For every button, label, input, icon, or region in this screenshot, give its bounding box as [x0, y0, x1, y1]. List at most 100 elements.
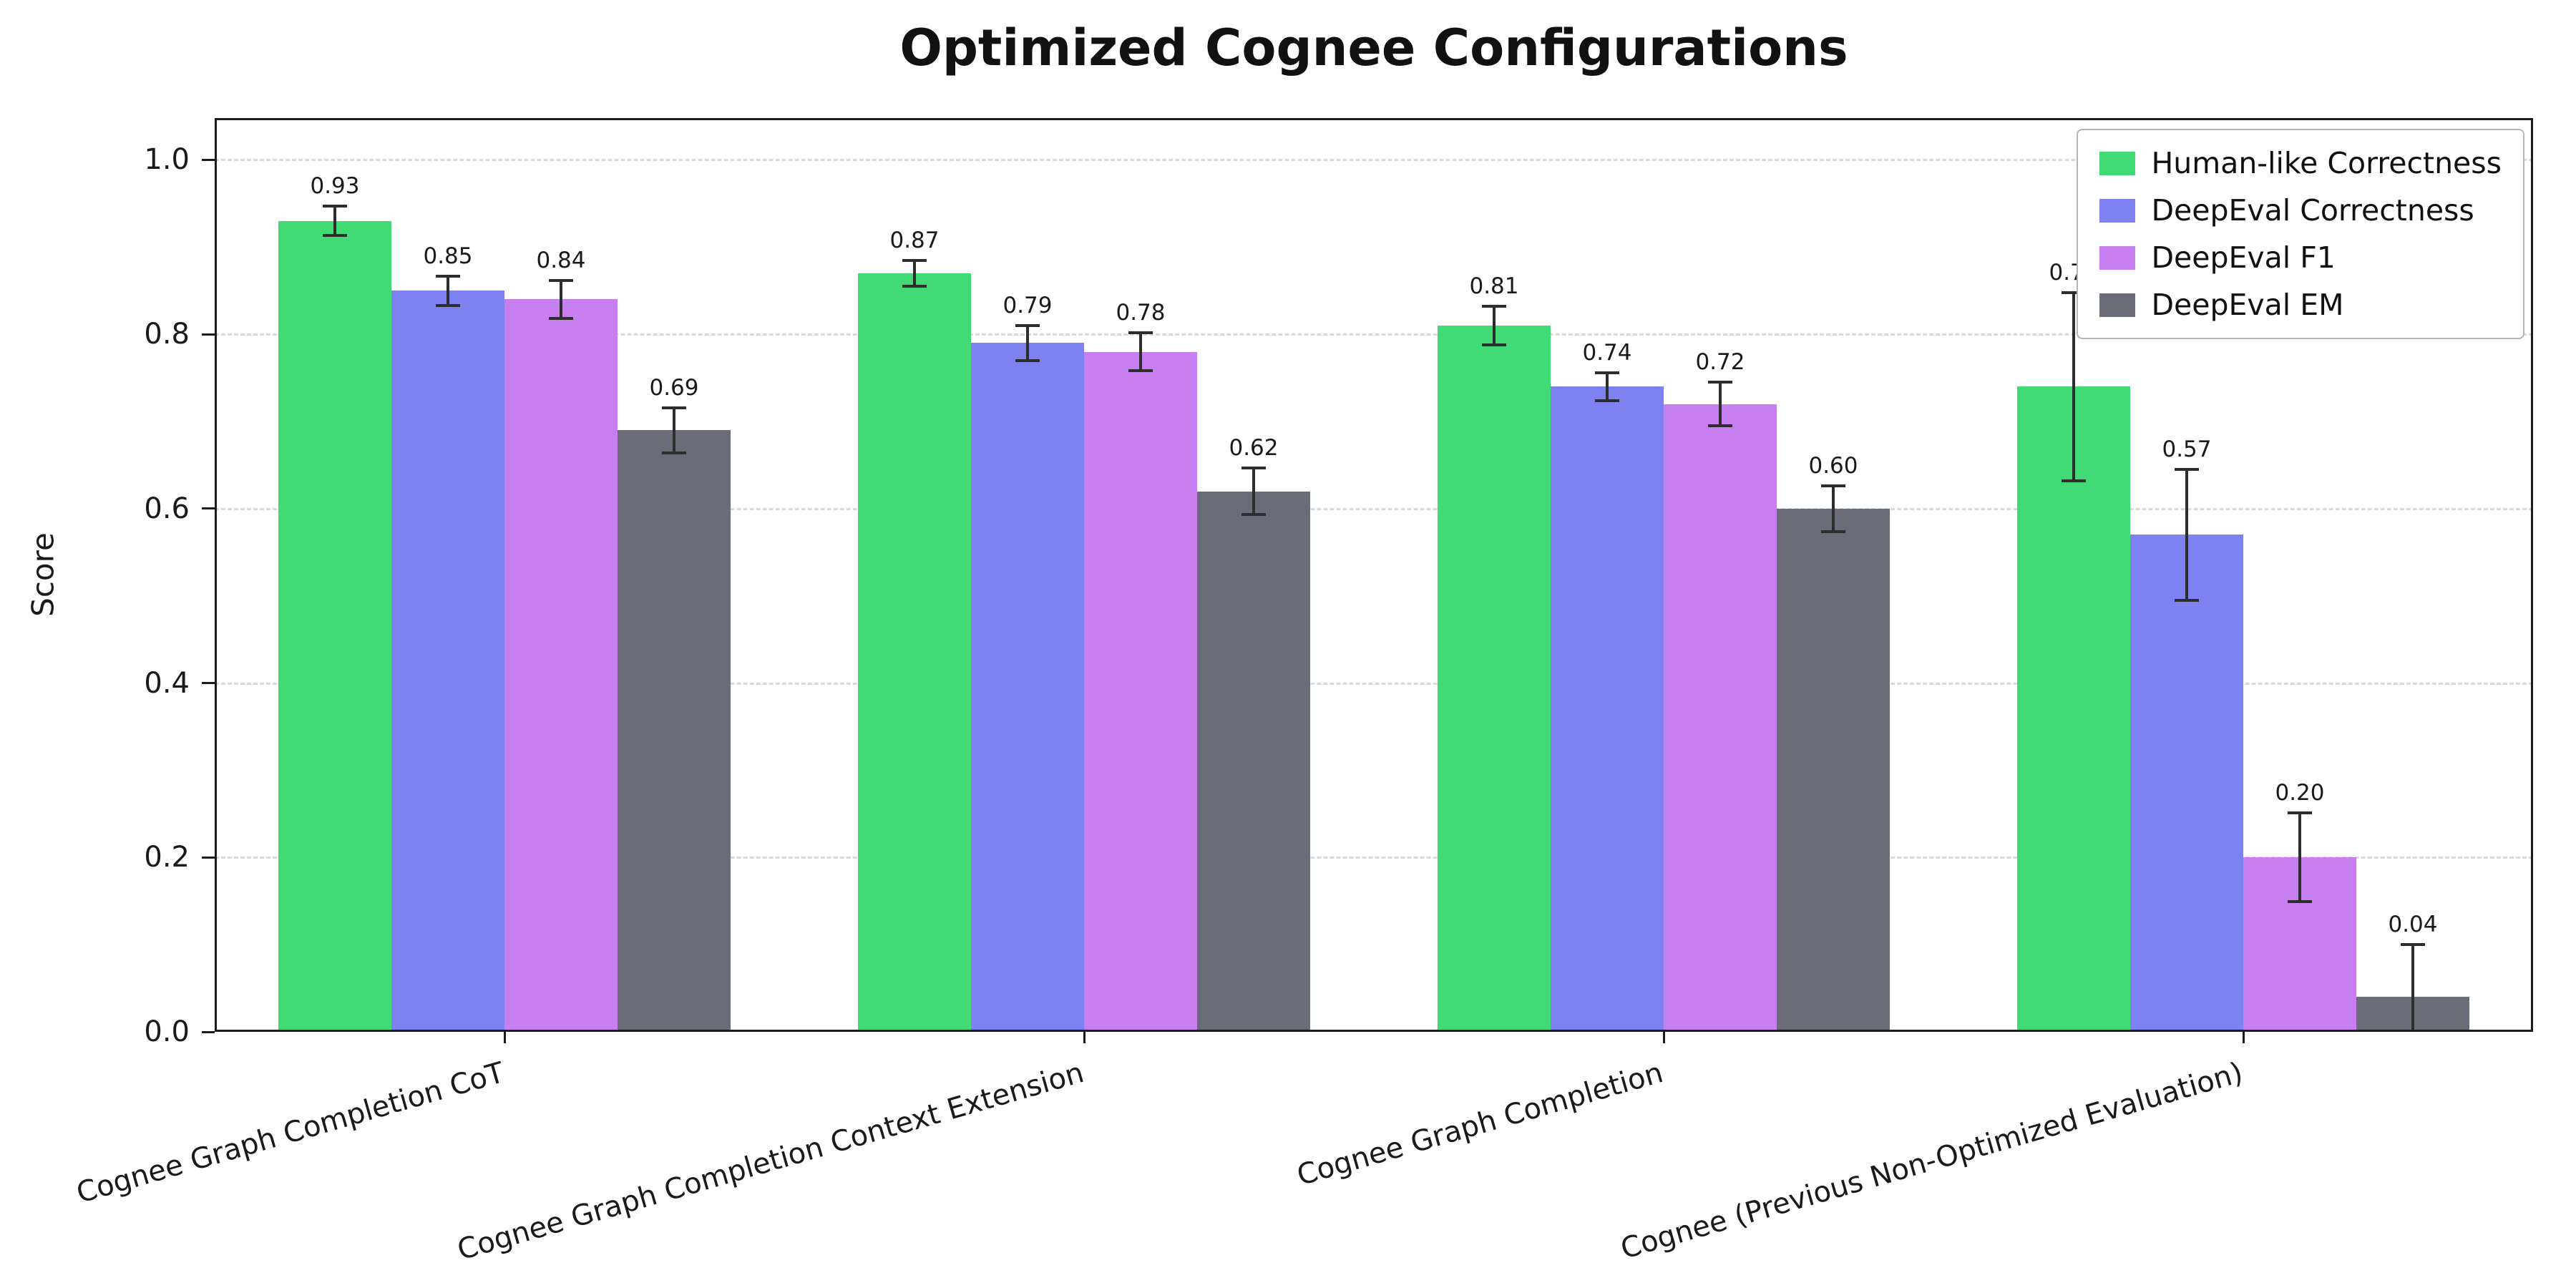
- y-tick-label: 1.0: [144, 143, 190, 177]
- error-bar-cap-bottom: [549, 317, 573, 321]
- y-tick-mark: [202, 333, 215, 336]
- value-label: 0.78: [1116, 299, 1166, 326]
- error-bar-cap-bottom: [323, 234, 347, 238]
- error-bar-cap-top: [1708, 381, 1732, 384]
- error-bar-cap-bottom: [1708, 424, 1732, 428]
- x-tick-label: Cognee (Previous Non-Optimized Evaluatio…: [1617, 1056, 2247, 1266]
- error-bar-cap-top: [1482, 305, 1506, 308]
- error-bar-cap-top: [1821, 484, 1845, 488]
- error-bar-cap-top: [2062, 291, 2086, 294]
- error-bar-cap-top: [1595, 371, 1619, 374]
- error-bar-cap-top: [1128, 331, 1153, 334]
- error-bar-cap-bottom: [2062, 479, 2086, 482]
- error-bar-cap-top: [2401, 943, 2425, 947]
- error-bar-cap-top: [436, 274, 460, 278]
- error-bar-cap-bottom: [2175, 598, 2199, 602]
- legend-label: DeepEval EM: [2151, 288, 2344, 322]
- error-bar-cap-top: [549, 278, 573, 282]
- legend-swatch: [2099, 151, 2136, 175]
- x-tick-mark: [2242, 1032, 2245, 1043]
- error-bar-cap-bottom: [1128, 369, 1153, 373]
- plot-box: [215, 118, 2533, 1032]
- y-tick-mark: [202, 507, 215, 510]
- legend-label: Human-like Correctness: [2151, 146, 2502, 180]
- y-tick-label: 0.6: [144, 492, 190, 525]
- legend-entry: DeepEval Correctness: [2099, 193, 2502, 228]
- x-tick-mark: [1662, 1032, 1665, 1043]
- value-label: 0.60: [1808, 453, 1858, 479]
- x-tick-label: Cognee Graph Completion CoT: [72, 1056, 508, 1210]
- error-bar: [447, 275, 449, 306]
- y-axis-label: Score: [25, 532, 61, 617]
- gridline: [215, 159, 2533, 162]
- error-bar-cap-bottom: [1241, 513, 1266, 517]
- x-tick-label: Cognee Graph Completion: [1293, 1056, 1667, 1193]
- legend-swatch: [2099, 198, 2136, 223]
- value-label: 0.74: [1582, 339, 1632, 366]
- error-bar: [913, 260, 916, 287]
- bar: [618, 430, 731, 1032]
- error-bar-cap-bottom: [436, 303, 460, 307]
- x-tick-mark: [503, 1032, 506, 1043]
- error-bar: [1606, 372, 1609, 401]
- y-tick-mark: [202, 682, 215, 685]
- bar: [278, 220, 391, 1032]
- error-bar-cap-bottom: [662, 451, 686, 454]
- y-tick-label: 0.4: [144, 666, 190, 700]
- gridline: [215, 857, 2533, 859]
- value-label: 0.57: [2162, 436, 2212, 463]
- error-bar-cap-bottom: [902, 285, 927, 288]
- legend-entry: Human-like Correctness: [2099, 146, 2502, 180]
- chart-title: Optimized Cognee Configurations: [899, 19, 1848, 77]
- value-label: 0.81: [1469, 273, 1519, 300]
- bar: [1084, 351, 1197, 1032]
- y-tick-label: 0.8: [144, 318, 190, 351]
- bar: [858, 273, 971, 1032]
- legend-entry: DeepEval EM: [2099, 288, 2502, 322]
- gridline: [215, 682, 2533, 685]
- error-bar: [333, 206, 336, 236]
- error-bar-cap-top: [323, 205, 347, 208]
- bar: [391, 291, 504, 1032]
- error-bar-cap-bottom: [1482, 343, 1506, 346]
- error-bar: [560, 280, 562, 319]
- error-bar-cap-top: [902, 258, 927, 262]
- value-label: 0.87: [889, 227, 940, 253]
- gridline: [215, 507, 2533, 510]
- legend-label: DeepEval F1: [2151, 240, 2336, 275]
- error-bar: [1832, 486, 1835, 532]
- error-bar-cap-top: [1241, 466, 1266, 469]
- bar: [1664, 404, 1777, 1032]
- legend-swatch: [2099, 293, 2136, 317]
- bar: [1438, 326, 1551, 1032]
- error-bar-cap-top: [1015, 324, 1040, 327]
- error-bar-cap-bottom: [1015, 358, 1040, 362]
- bar: [504, 299, 618, 1032]
- value-label: 0.84: [536, 247, 586, 273]
- error-bar: [1252, 467, 1255, 515]
- error-bar-cap-top: [2288, 811, 2312, 815]
- error-bar: [2298, 813, 2301, 902]
- value-label: 0.72: [1695, 349, 1745, 376]
- error-bar-cap-top: [2175, 468, 2199, 472]
- legend: Human-like Correctness DeepEval Correctne…: [2077, 129, 2524, 339]
- value-label: 0.69: [649, 374, 699, 401]
- error-bar: [1493, 306, 1496, 345]
- y-tick-label: 0.2: [144, 841, 190, 874]
- bar: [1777, 508, 1890, 1032]
- x-tick-mark: [1083, 1032, 1085, 1043]
- value-label: 0.04: [2388, 912, 2438, 938]
- y-tick-mark: [202, 1030, 215, 1033]
- bar: [1551, 386, 1664, 1032]
- error-bar: [1026, 326, 1029, 361]
- y-tick-mark: [202, 856, 215, 859]
- y-tick-label: 0.0: [144, 1015, 190, 1048]
- error-bar-cap-bottom: [1595, 399, 1619, 402]
- error-bar: [2185, 469, 2188, 600]
- bar: [1197, 491, 1310, 1032]
- bar: [2130, 535, 2243, 1032]
- legend-entry: DeepEval F1: [2099, 240, 2502, 275]
- value-label: 0.20: [2275, 780, 2325, 806]
- legend-swatch: [2099, 245, 2136, 270]
